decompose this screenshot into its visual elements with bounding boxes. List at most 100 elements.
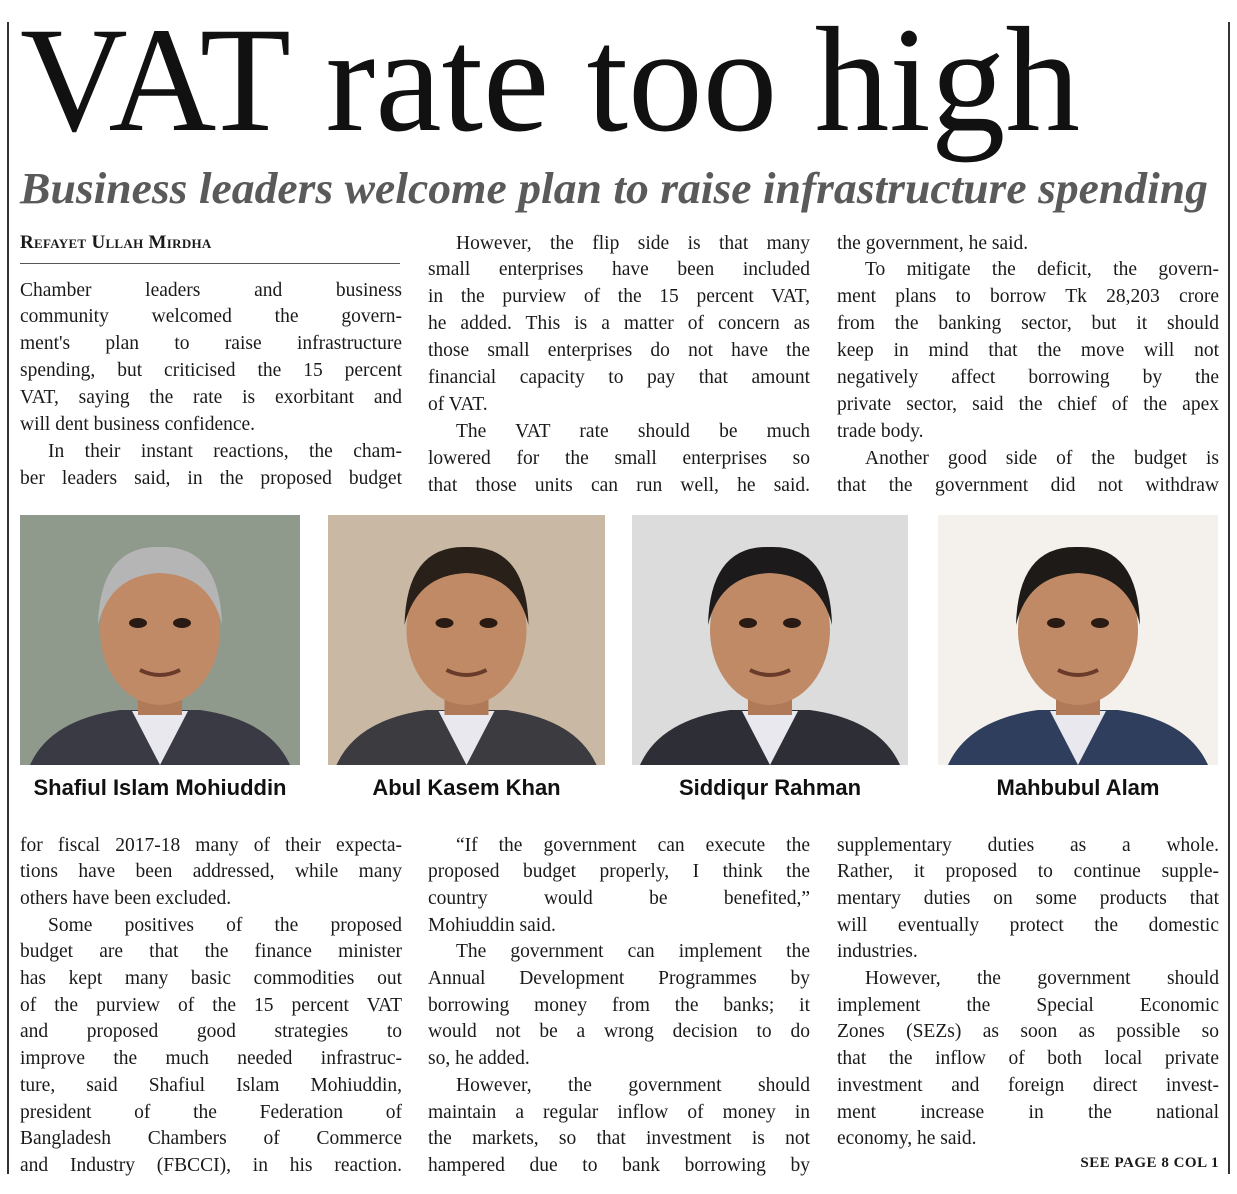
text-line: will eventually protect the domestic	[837, 914, 1219, 936]
photo-shape	[139, 668, 181, 677]
photo-shape	[129, 618, 147, 628]
text-line: of the purview of the 15 percent VAT	[20, 994, 402, 1016]
text-line: so, he added.	[428, 1048, 530, 1070]
byline: Refayet Ullah Mirdha	[20, 232, 212, 253]
photo-shape	[100, 555, 220, 705]
photo-shape	[1016, 546, 1140, 625]
text-line: In their instant reactions, the cham-	[48, 440, 402, 462]
text-line: maintain a regular inflow of money in	[428, 1101, 810, 1123]
photo-shape	[783, 618, 801, 628]
text-line: ment plans to borrow Tk 28,203 crore	[837, 286, 1219, 308]
text-line: will dent business confidence.	[20, 414, 256, 435]
photo-shape	[710, 555, 830, 705]
text-line: improve the much needed infrastruc-	[20, 1048, 402, 1070]
text-line: has kept many basic commodities out	[20, 968, 402, 989]
text-line: keep in mind that the move will not	[837, 340, 1219, 362]
photo-caption: Siddiqur Rahman	[678, 775, 862, 800]
photo-shape	[708, 546, 832, 625]
text-line: of VAT.	[428, 393, 488, 415]
text-line: Annual Development Programmes by	[428, 968, 810, 989]
text-line: Some positives of the proposed	[48, 914, 402, 936]
photo-shape	[479, 618, 498, 628]
text-line: Bangladesh Chambers of Commerce	[20, 1128, 402, 1150]
text-line: budget are that the finance minister	[20, 941, 402, 963]
photo-shape	[1050, 711, 1106, 765]
headline: VAT rate too high	[20, 0, 1080, 163]
text-line: Chamber leaders and business	[20, 279, 402, 301]
photo-caption: Mahbubul Alam	[996, 775, 1160, 800]
text-line: ment's plan to raise infrastructure	[20, 333, 402, 355]
text-line: implement the Special Economic	[837, 994, 1219, 1016]
text-line: he added. This is a matter of concern as	[428, 313, 810, 335]
text-line: that the inflow of both local private	[837, 1048, 1219, 1070]
text-line: proposed budget properly, I think the	[428, 861, 810, 883]
photo-shape	[1018, 555, 1138, 705]
text-line: The VAT rate should be much	[456, 420, 810, 442]
photo-shape	[1057, 668, 1099, 677]
photo-shape	[132, 711, 188, 765]
text-line: ber leaders said, in the proposed budget	[20, 467, 402, 489]
text-line: investment and foreign direct invest-	[837, 1074, 1219, 1096]
text-line: Another good side of the budget is	[865, 447, 1219, 469]
text-line: spending, but criticised the 15 percent	[20, 360, 402, 382]
text-line: in the purview of the 15 percent VAT,	[428, 286, 810, 308]
text-line: However, the flip side is that many	[456, 232, 810, 254]
text-line: community welcomed the govern-	[20, 306, 402, 328]
text-line: economy, he said.	[837, 1128, 977, 1150]
photo-shape	[742, 711, 798, 765]
text-line: the markets, so that investment is not	[428, 1128, 810, 1150]
text-line: that the government did not withdraw	[837, 474, 1219, 496]
text-line: supplementary duties as a whole.	[837, 834, 1219, 856]
text-line: small enterprises have been included	[428, 259, 810, 281]
text-line: and Industry (FBCCI), in his reaction.	[20, 1154, 402, 1176]
text-line: Rather, it proposed to continue supple-	[837, 861, 1219, 883]
text-line: To mitigate the deficit, the govern-	[865, 259, 1219, 281]
text-line: borrowing money from the banks; it	[428, 994, 810, 1016]
text-line: ture, said Shafiul Islam Mohiuddin,	[20, 1074, 402, 1096]
text-line: the government, he said.	[837, 232, 1029, 254]
text-line: and proposed good strategies to	[20, 1021, 402, 1043]
left-rule	[7, 22, 9, 1174]
text-line: negatively affect borrowing by the	[837, 367, 1219, 388]
portrait-photo	[328, 515, 605, 765]
text-line: However, the government should	[865, 968, 1219, 989]
text-line: mentary duties on some products that	[837, 887, 1219, 909]
photo-shape	[404, 546, 529, 625]
photo-shape	[739, 618, 757, 628]
text-line: VAT, saying the rate is exorbitant and	[20, 387, 402, 409]
text-line: However, the government should	[456, 1074, 810, 1096]
text-line: that those units can run well, he said.	[428, 474, 810, 496]
text-line: trade body.	[837, 420, 924, 442]
text-line: private sector, said the chief of the ap…	[837, 393, 1219, 415]
photo-caption: Abul Kasem Khan	[372, 775, 561, 800]
byline-rule	[20, 263, 400, 264]
photo-shape	[435, 618, 454, 628]
subheadline: Business leaders welcome plan to raise i…	[19, 164, 1208, 213]
photo-shape	[1047, 618, 1065, 628]
portrait-photo	[938, 515, 1218, 765]
text-line: lowered for the small enterprises so	[428, 447, 810, 469]
text-line: for fiscal 2017-18 many of their expecta…	[20, 834, 402, 856]
photo-shape	[445, 668, 488, 677]
text-line: country would be benefited,”	[428, 887, 810, 909]
photo-caption: Shafiul Islam Mohiuddin	[33, 775, 287, 800]
text-line: those small enterprises do not have the	[428, 340, 810, 362]
portrait-photo	[20, 515, 300, 765]
right-rule	[1228, 22, 1230, 1174]
text-line: ment increase in the national	[837, 1101, 1219, 1123]
text-line: would not be a wrong decision to do	[428, 1021, 810, 1043]
text-line: hampered due to bank borrowing by	[428, 1154, 810, 1176]
photo-shape	[406, 555, 527, 705]
photo-shape	[749, 668, 791, 677]
photo-shape	[1091, 618, 1109, 628]
photo-shape	[173, 618, 191, 628]
text-line: The government can implement the	[456, 941, 810, 963]
photo-shape	[98, 546, 222, 625]
text-line: tions have been addressed, while many	[20, 861, 402, 883]
continuation: SEE PAGE 8 COL 1	[1080, 1155, 1219, 1171]
text-line: Zones (SEZs) as soon as possible so	[837, 1021, 1219, 1043]
text-line: Mohiuddin said.	[428, 914, 556, 936]
text-line: from the banking sector, but it should	[837, 313, 1219, 335]
headline-block: VAT rate too high Business leaders welco…	[19, 0, 1208, 213]
